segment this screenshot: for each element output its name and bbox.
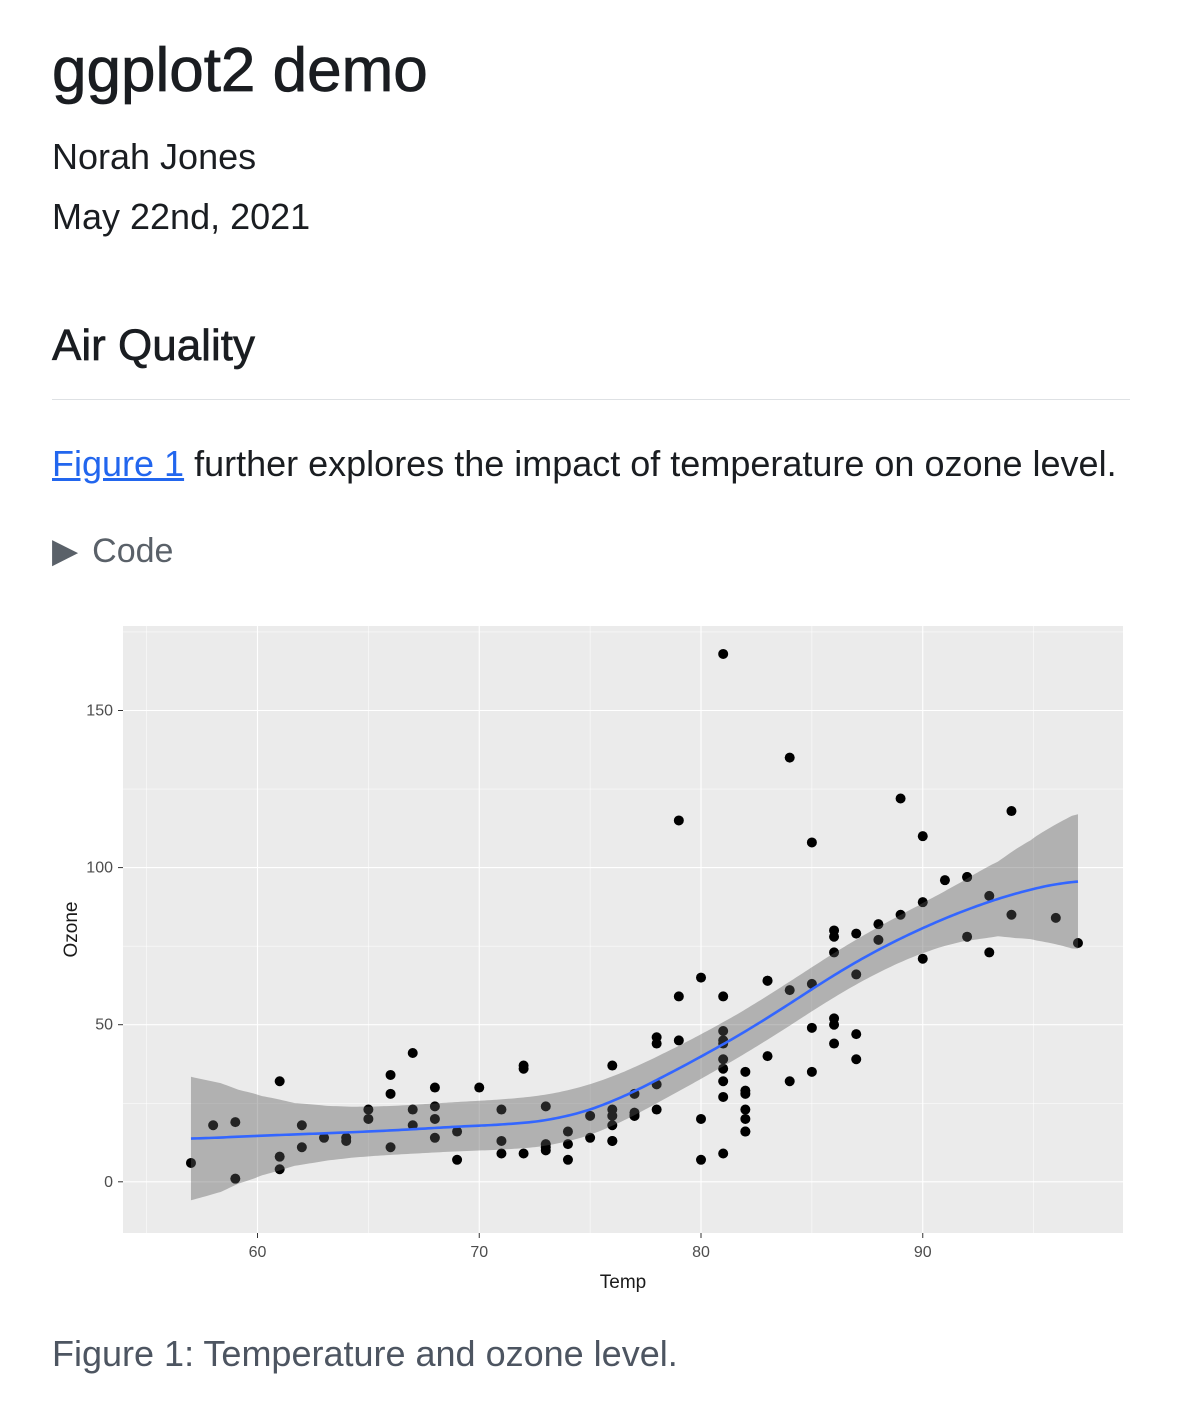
svg-text:60: 60 — [249, 1244, 267, 1261]
svg-text:Ozone: Ozone — [61, 902, 82, 958]
svg-text:100: 100 — [86, 860, 113, 877]
svg-text:0: 0 — [104, 1174, 113, 1191]
svg-text:80: 80 — [692, 1244, 710, 1261]
svg-text:Temp: Temp — [600, 1272, 646, 1293]
svg-text:150: 150 — [86, 703, 113, 720]
svg-text:70: 70 — [470, 1244, 488, 1261]
svg-text:50: 50 — [95, 1017, 113, 1034]
svg-text:90: 90 — [914, 1244, 932, 1261]
